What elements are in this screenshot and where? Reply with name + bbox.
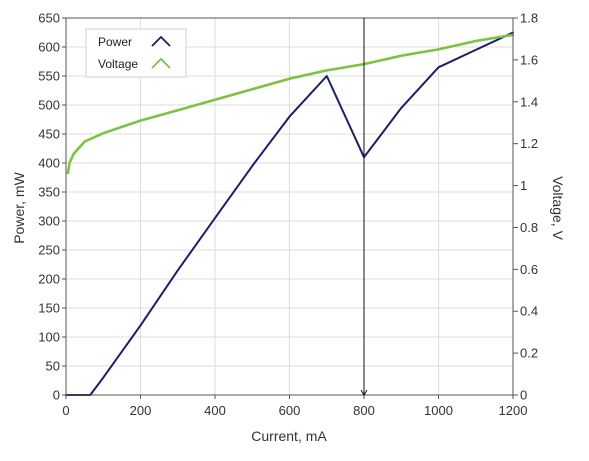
x-tick-label: 1000 [424, 403, 453, 418]
legend-swatch-voltage-icon[interactable] [151, 57, 171, 69]
legend-swatch-power-icon[interactable] [151, 35, 171, 47]
legend-label-power: Power [98, 35, 132, 49]
x-tick-label: 1200 [499, 403, 528, 418]
y-left-tick-label: 150 [38, 301, 60, 316]
y-right-tick-label: 0.8 [520, 220, 538, 235]
y-left-axis-title: Power, mW [11, 171, 27, 243]
y-left-tick-label: 400 [38, 156, 60, 171]
y-right-tick-label: 0.6 [520, 262, 538, 277]
y-left-tick-label: 50 [46, 359, 60, 374]
x-tick-label: 800 [353, 403, 375, 418]
y-right-tick-label: 1.6 [520, 52, 538, 67]
x-tick-label: 600 [279, 403, 301, 418]
y-left-tick-label: 250 [38, 243, 60, 258]
y-right-tick-label: 1 [520, 178, 527, 193]
y-right-tick-label: 1.8 [520, 11, 538, 26]
y-left-tick-label: 350 [38, 185, 60, 200]
cursor-handle-icon[interactable] [360, 389, 368, 396]
y-right-tick-label: 1.4 [520, 94, 538, 109]
x-tick-label: 200 [130, 403, 152, 418]
y-right-tick-label: 0 [520, 388, 527, 403]
x-axis-title: Current, mA [251, 428, 327, 444]
y-left-tick-label: 450 [38, 127, 60, 142]
y-right-tick-label: 0.2 [520, 346, 538, 361]
grid-layer [65, 17, 514, 396]
series-line-power [65, 31, 514, 396]
y-left-tick-label: 650 [38, 11, 60, 26]
y-left-tick-label: 200 [38, 272, 60, 287]
legend-label-voltage: Voltage [98, 57, 138, 71]
y-left-tick-label: 0 [53, 388, 60, 403]
axis-layer: 0 200 400 600 800 1000 12000501001502002503003… [38, 11, 538, 419]
y-right-tick-label: 1.2 [520, 136, 538, 151]
y-left-tick-label: 100 [38, 330, 60, 345]
y-left-tick-label: 300 [38, 214, 60, 229]
x-tick-label: 400 [204, 403, 226, 418]
legend[interactable]: Power Voltage [85, 28, 187, 78]
y-left-tick-label: 500 [38, 98, 60, 113]
y-left-tick-label: 550 [38, 69, 60, 84]
x-tick-label: 0 [62, 403, 69, 418]
series-line-voltage [66, 33, 515, 175]
y-right-tick-label: 0.4 [520, 304, 538, 319]
y-right-axis-title: Voltage, V [550, 176, 566, 240]
series-layer [65, 31, 515, 396]
y-left-tick-label: 600 [38, 40, 60, 55]
legend-box [85, 28, 187, 78]
